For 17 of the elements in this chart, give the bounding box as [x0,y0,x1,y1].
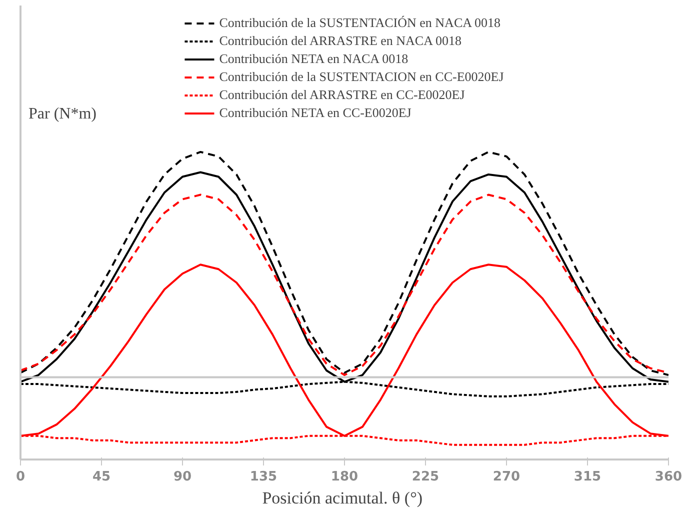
x-tick-label: 180 [330,470,358,484]
legend-label: Contribución NETA en NACA 0018 [219,51,408,67]
legend-label: Contribución del ARRASTRE en NACA 0018 [219,33,462,49]
x-tick-label: 45 [92,470,111,484]
x-tick-label: 315 [574,470,602,484]
y-axis-title: Par (N*m) [28,106,96,123]
legend-label: Contribución de la SUSTENTACION en CC-E0020EJ [219,69,504,85]
x-axis-title: Posición acimutal. θ (°) [262,488,423,508]
x-tick-label: 90 [173,470,192,484]
legend-label: Contribución NETA en CC-E0020EJ [219,105,412,121]
legend-label: Contribución del ARRASTRE en CC-E0020EJ [219,87,465,103]
x-tick-label: 135 [250,470,278,484]
x-tick-label: 270 [492,470,520,484]
x-tick-label: 225 [412,470,440,484]
x-tick-label: 0 [16,470,26,484]
x-tick-label: 360 [654,470,682,484]
legend-label: Contribución de la SUSTENTACIÓN en NACA 0018 [219,15,501,31]
